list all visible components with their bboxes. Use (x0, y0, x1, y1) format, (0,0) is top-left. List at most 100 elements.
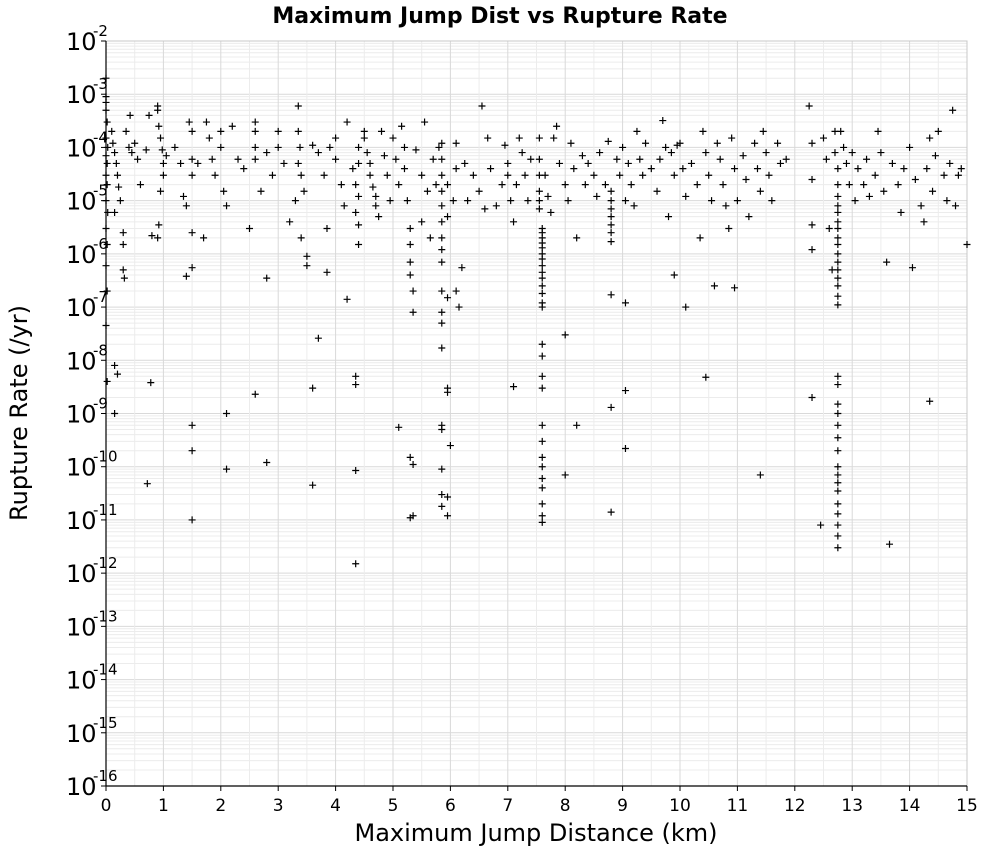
data-point (343, 295, 351, 303)
data-point (188, 447, 196, 455)
data-point (820, 134, 827, 142)
data-point (834, 500, 842, 508)
data-point (710, 282, 718, 290)
data-point (171, 143, 179, 151)
data-point (943, 197, 951, 205)
data-point (438, 491, 446, 499)
data-point (601, 181, 609, 189)
data-point (438, 218, 446, 226)
x-tick-label: 3 (273, 796, 284, 816)
data-point (550, 134, 558, 142)
data-point (234, 155, 242, 163)
data-point (880, 187, 888, 195)
data-point (340, 202, 348, 210)
data-point (426, 234, 434, 242)
data-point (633, 127, 641, 135)
data-point (297, 234, 305, 242)
data-point (349, 165, 357, 173)
y-tick-exponent: -11 (93, 501, 118, 519)
data-point (492, 202, 500, 210)
data-point (834, 250, 842, 258)
y-tick-exponent: -3 (93, 75, 108, 93)
data-point (119, 240, 127, 248)
y-tick-label: 10 (66, 667, 97, 695)
data-point (776, 159, 784, 167)
data-point (607, 197, 615, 205)
data-point (627, 181, 635, 189)
data-point (268, 171, 276, 179)
data-point (452, 139, 460, 147)
data-point (111, 361, 119, 369)
data-point (378, 127, 386, 135)
data-point (923, 165, 931, 173)
data-point (498, 181, 506, 189)
data-point (194, 159, 202, 167)
data-point (188, 127, 196, 135)
data-point (607, 229, 615, 237)
data-point (722, 202, 730, 210)
data-point (406, 258, 414, 266)
data-point (444, 294, 452, 302)
data-point (848, 149, 856, 157)
y-tick-exponent: -8 (93, 341, 108, 359)
data-point (676, 139, 684, 147)
data-point (831, 149, 839, 157)
data-point (380, 152, 388, 160)
data-point (561, 471, 569, 479)
data-point (438, 344, 446, 352)
data-point (343, 118, 351, 126)
data-point (432, 181, 440, 189)
data-point (220, 187, 228, 195)
y-tick-label: 10 (66, 347, 97, 375)
data-point (917, 202, 925, 210)
data-point (303, 262, 311, 270)
data-point (504, 171, 512, 179)
data-point (908, 264, 916, 272)
data-point (126, 111, 134, 119)
y-tick-exponent: -14 (93, 661, 118, 679)
data-point (834, 234, 842, 242)
data-point (444, 213, 452, 221)
data-point (817, 521, 825, 529)
data-point (240, 165, 248, 173)
data-point (639, 171, 647, 179)
data-point (808, 393, 816, 401)
data-point (538, 352, 546, 360)
data-point (662, 143, 670, 151)
data-point (145, 111, 153, 119)
data-point (561, 331, 569, 339)
data-point (438, 502, 446, 510)
data-point (251, 127, 259, 135)
data-point (699, 127, 707, 135)
data-point (702, 373, 710, 381)
data-point (398, 122, 406, 130)
y-axis-ticks: 10-210-310-410-510-610-710-810-910-1010-… (66, 22, 118, 801)
data-point (182, 202, 190, 210)
data-point (719, 181, 727, 189)
data-point (352, 208, 360, 216)
data-point (636, 155, 644, 163)
data-point (547, 208, 555, 216)
data-point (834, 282, 842, 290)
data-point (228, 122, 236, 130)
data-point (834, 521, 842, 529)
data-point (596, 149, 604, 157)
data-point (584, 159, 592, 167)
data-point (352, 466, 360, 474)
data-point (157, 134, 165, 142)
data-point (894, 181, 902, 189)
data-point (782, 155, 790, 163)
data-point (211, 171, 219, 179)
data-point (535, 187, 543, 195)
data-point (561, 181, 569, 189)
data-point (360, 134, 368, 142)
x-tick-label: 0 (101, 796, 112, 816)
data-point (154, 234, 162, 242)
data-point (182, 272, 190, 280)
data-point (438, 308, 446, 316)
data-point (418, 171, 426, 179)
data-point (762, 149, 770, 157)
data-point (834, 240, 842, 248)
data-point (555, 159, 563, 167)
